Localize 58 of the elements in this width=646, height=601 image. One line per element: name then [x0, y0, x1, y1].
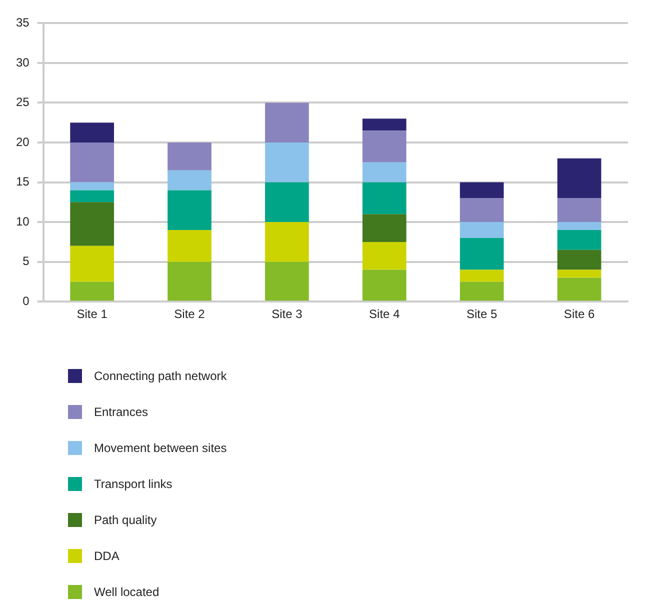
bar — [362, 270, 406, 301]
bar — [168, 142, 212, 170]
legend-label: Entrances — [94, 404, 148, 418]
bar — [168, 170, 212, 190]
bar — [557, 222, 602, 230]
bar — [557, 278, 602, 301]
legend-label: Well located — [94, 584, 160, 598]
bar — [168, 262, 212, 301]
x-tick-label: Site 2 — [174, 307, 206, 322]
bar — [70, 190, 114, 202]
legend-label: DDA — [94, 548, 120, 562]
bar — [70, 202, 114, 246]
bar — [168, 230, 212, 262]
y-tick-label: 35 — [16, 16, 30, 30]
legend-label: Movement between sites — [94, 440, 227, 454]
bar — [70, 182, 114, 190]
bar — [460, 182, 504, 198]
legend-label: Transport links — [94, 476, 172, 490]
x-tick-label: Site 5 — [466, 307, 498, 322]
x-tick-label: Site 4 — [369, 307, 400, 322]
bar — [362, 118, 406, 131]
bar — [70, 246, 114, 282]
bar — [557, 250, 602, 270]
bar — [70, 282, 114, 301]
legend-label: Connecting path network — [94, 368, 227, 382]
x-tick-label: Site 3 — [272, 307, 303, 322]
y-tick-label: 15 — [16, 174, 30, 189]
y-tick-label: 20 — [16, 134, 30, 149]
bar — [265, 182, 309, 222]
bar — [265, 222, 309, 262]
bar — [557, 270, 602, 278]
bar — [460, 198, 504, 222]
y-tick-label: 25 — [16, 95, 30, 110]
bar — [460, 238, 504, 270]
bar — [362, 182, 406, 214]
y-tick-label: 5 — [22, 254, 30, 268]
bar — [460, 282, 504, 301]
bar — [557, 230, 602, 250]
bar — [362, 130, 406, 162]
y-tick-label: 30 — [16, 55, 30, 70]
y-tick-label: 0 — [22, 294, 30, 308]
legend-label: Path quality — [94, 512, 157, 526]
bar — [265, 142, 309, 182]
x-tick-label: Site 1 — [76, 307, 108, 322]
bar — [362, 162, 406, 182]
bar — [557, 198, 602, 222]
bar — [362, 242, 406, 270]
bar — [557, 158, 602, 198]
bar — [265, 102, 309, 143]
bar — [265, 262, 309, 301]
bar — [168, 190, 212, 230]
bar — [70, 142, 114, 182]
bar — [362, 214, 406, 242]
bar — [460, 270, 504, 282]
bar — [460, 222, 504, 238]
bar — [70, 122, 114, 143]
x-tick-label: Site 6 — [564, 307, 595, 322]
y-tick-label: 10 — [16, 214, 30, 228]
